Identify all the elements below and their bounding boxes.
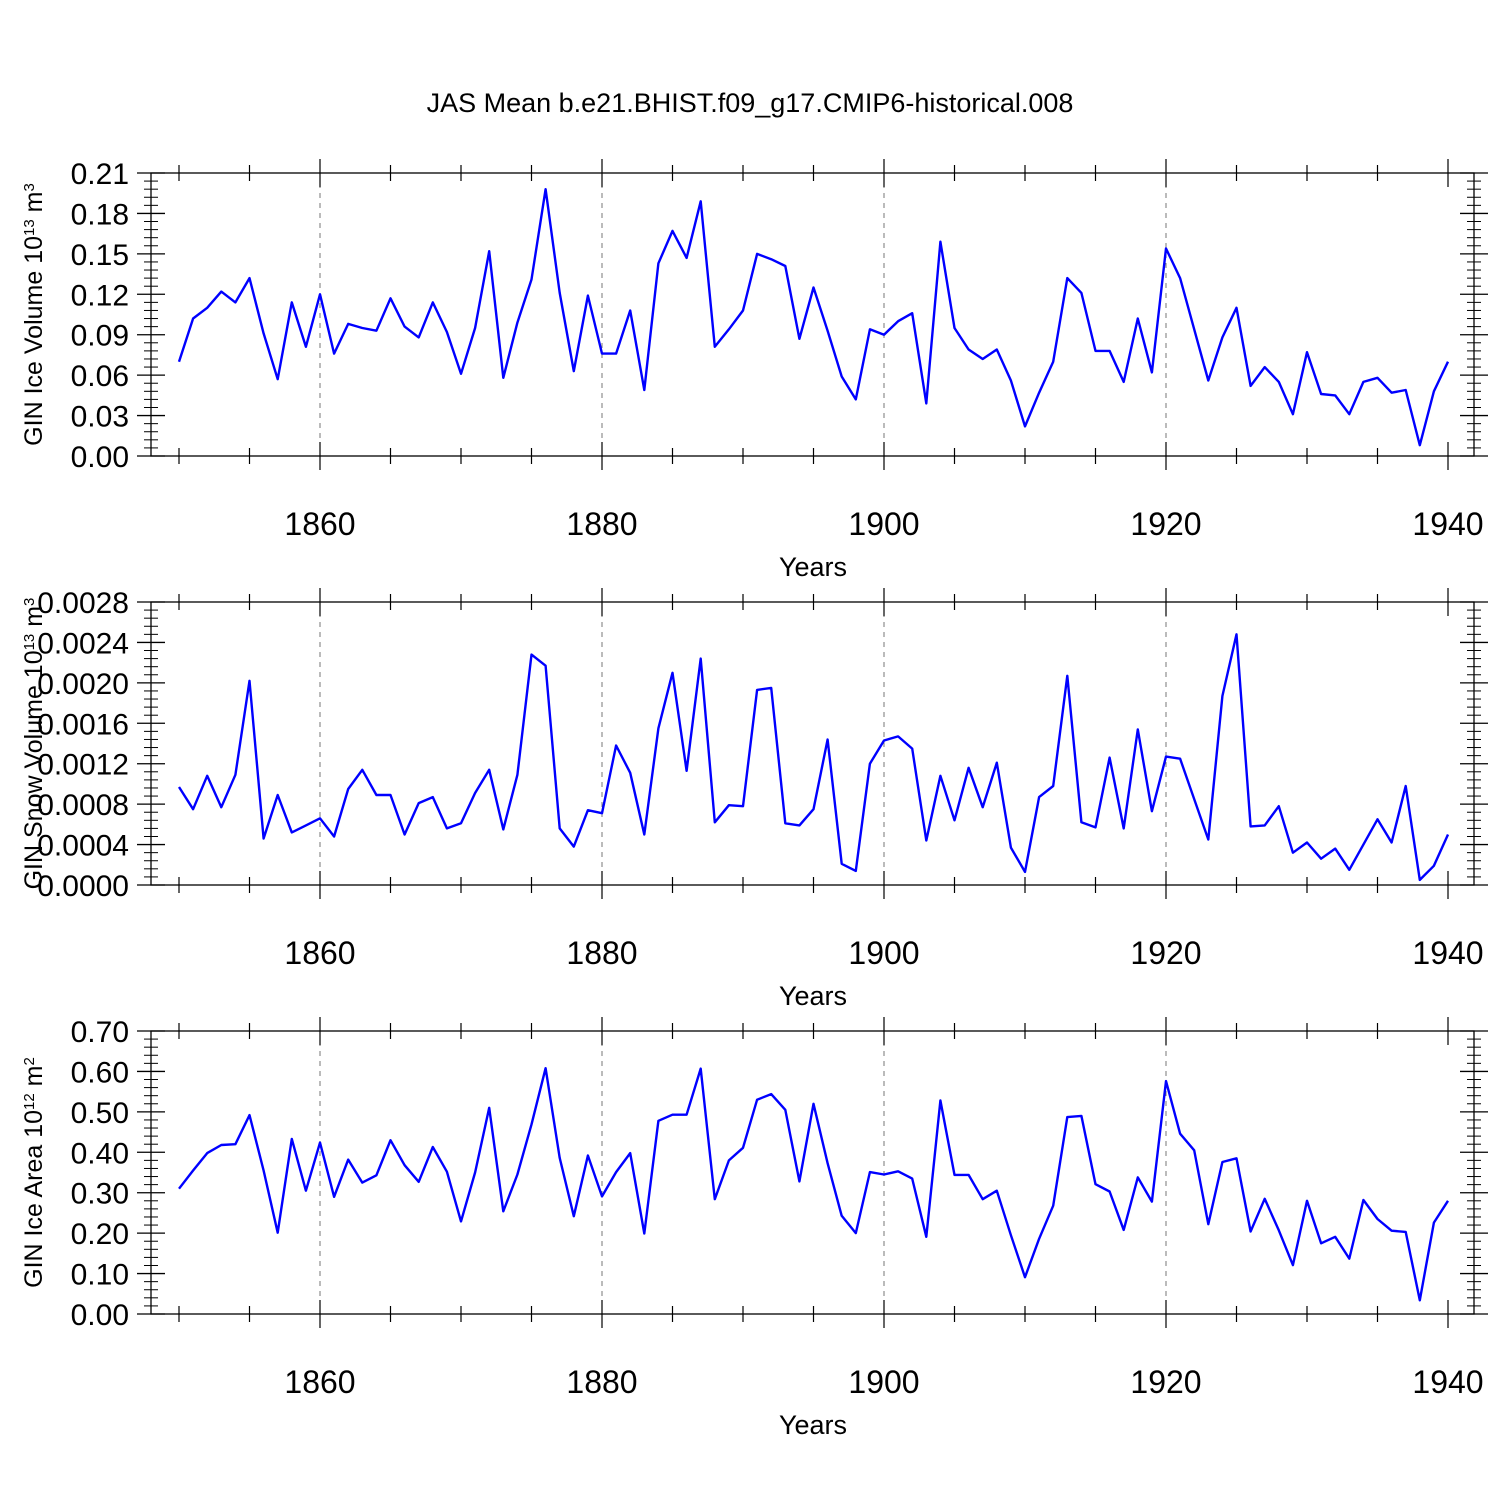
y-tick-label: 0.00 — [71, 441, 129, 474]
y-tick-label: 0.0020 — [37, 668, 129, 701]
x-tick-label: 1920 — [1130, 506, 1201, 542]
y-tick-label: 0.40 — [71, 1137, 129, 1170]
x-tick-label: 1880 — [566, 506, 637, 542]
x-axis-label: Years — [779, 981, 847, 1011]
x-tick-label: 1900 — [848, 935, 919, 971]
y-tick-label: 0.30 — [71, 1178, 129, 1211]
y-tick-label: 0.15 — [71, 239, 129, 272]
y-tick-label: 0.50 — [71, 1097, 129, 1130]
panel-2: 0.0000 0.0004 0.0008 0.0012 0.0016 0.0020 0.00… — [20, 587, 1488, 1011]
series-line — [178, 1066, 1450, 1302]
y-axis-label: GIN Snow Volume 1013 m3 — [20, 598, 48, 890]
series-line — [177, 187, 1450, 447]
chart-title: JAS Mean b.e21.BHIST.f09_g17.CMIP6-histo… — [427, 88, 1074, 118]
y-tick-label: 0.21 — [71, 158, 129, 191]
y-tick-label: 0.20 — [71, 1218, 129, 1251]
y-tick-label: 0.09 — [71, 320, 129, 353]
y-tick-label: 0.0004 — [37, 830, 129, 863]
x-axis-label: Years — [779, 1410, 847, 1440]
y-tick-label: 0.0008 — [37, 789, 129, 822]
x-axis-label: Years — [779, 552, 847, 582]
x-tick-label: 1920 — [1130, 935, 1201, 971]
x-tick-label: 1860 — [284, 935, 355, 971]
x-tick-label: 1880 — [566, 1364, 637, 1400]
y-tick-label: 0.0016 — [37, 708, 129, 741]
panel-1: 0.00 0.03 0.06 0.09 0.12 0.15 0.18 0.21 1860 1880… — [20, 158, 1488, 582]
x-tick-label: 1900 — [848, 1364, 919, 1400]
x-tick-label: 1900 — [848, 506, 919, 542]
x-tick-label: 1940 — [1412, 935, 1483, 971]
y-tick-label: 0.03 — [71, 401, 129, 434]
x-tick-label: 1860 — [284, 1364, 355, 1400]
panels: 0.00 0.03 0.06 0.09 0.12 0.15 0.18 0.21 1860 1880… — [20, 158, 1488, 1440]
plot-frame — [150, 601, 1475, 886]
x-tick-label: 1860 — [284, 506, 355, 542]
x-tick-label: 1940 — [1412, 1364, 1483, 1400]
y-axis-label: GIN Ice Area 1012 m2 — [20, 1057, 48, 1288]
y-tick-label: 0.06 — [71, 360, 129, 393]
x-tick-label: 1880 — [566, 935, 637, 971]
y-axis-label: GIN Ice Volume 1013 m3 — [20, 183, 48, 446]
series-line — [177, 633, 1450, 882]
y-tick-label: 0.60 — [71, 1056, 129, 1089]
y-tick-label: 0.0012 — [37, 749, 129, 782]
y-tick-label: 0.0000 — [37, 870, 129, 903]
y-tick-label: 0.70 — [71, 1016, 129, 1049]
y-tick-label: 0.00 — [71, 1299, 129, 1332]
y-tick-label: 0.0024 — [37, 627, 129, 660]
plot-frame — [150, 172, 1475, 457]
y-tick-label: 0.0028 — [37, 587, 129, 620]
y-tick-label: 0.10 — [71, 1259, 129, 1292]
panel-3: 0.00 0.10 0.20 0.30 0.40 0.50 0.60 0.70 1860 1880… — [20, 1016, 1488, 1440]
plot-frame — [150, 1030, 1475, 1315]
y-tick-label: 0.18 — [71, 198, 129, 231]
x-tick-label: 1940 — [1412, 506, 1483, 542]
x-tick-label: 1920 — [1130, 1364, 1201, 1400]
y-tick-label: 0.12 — [71, 279, 129, 312]
